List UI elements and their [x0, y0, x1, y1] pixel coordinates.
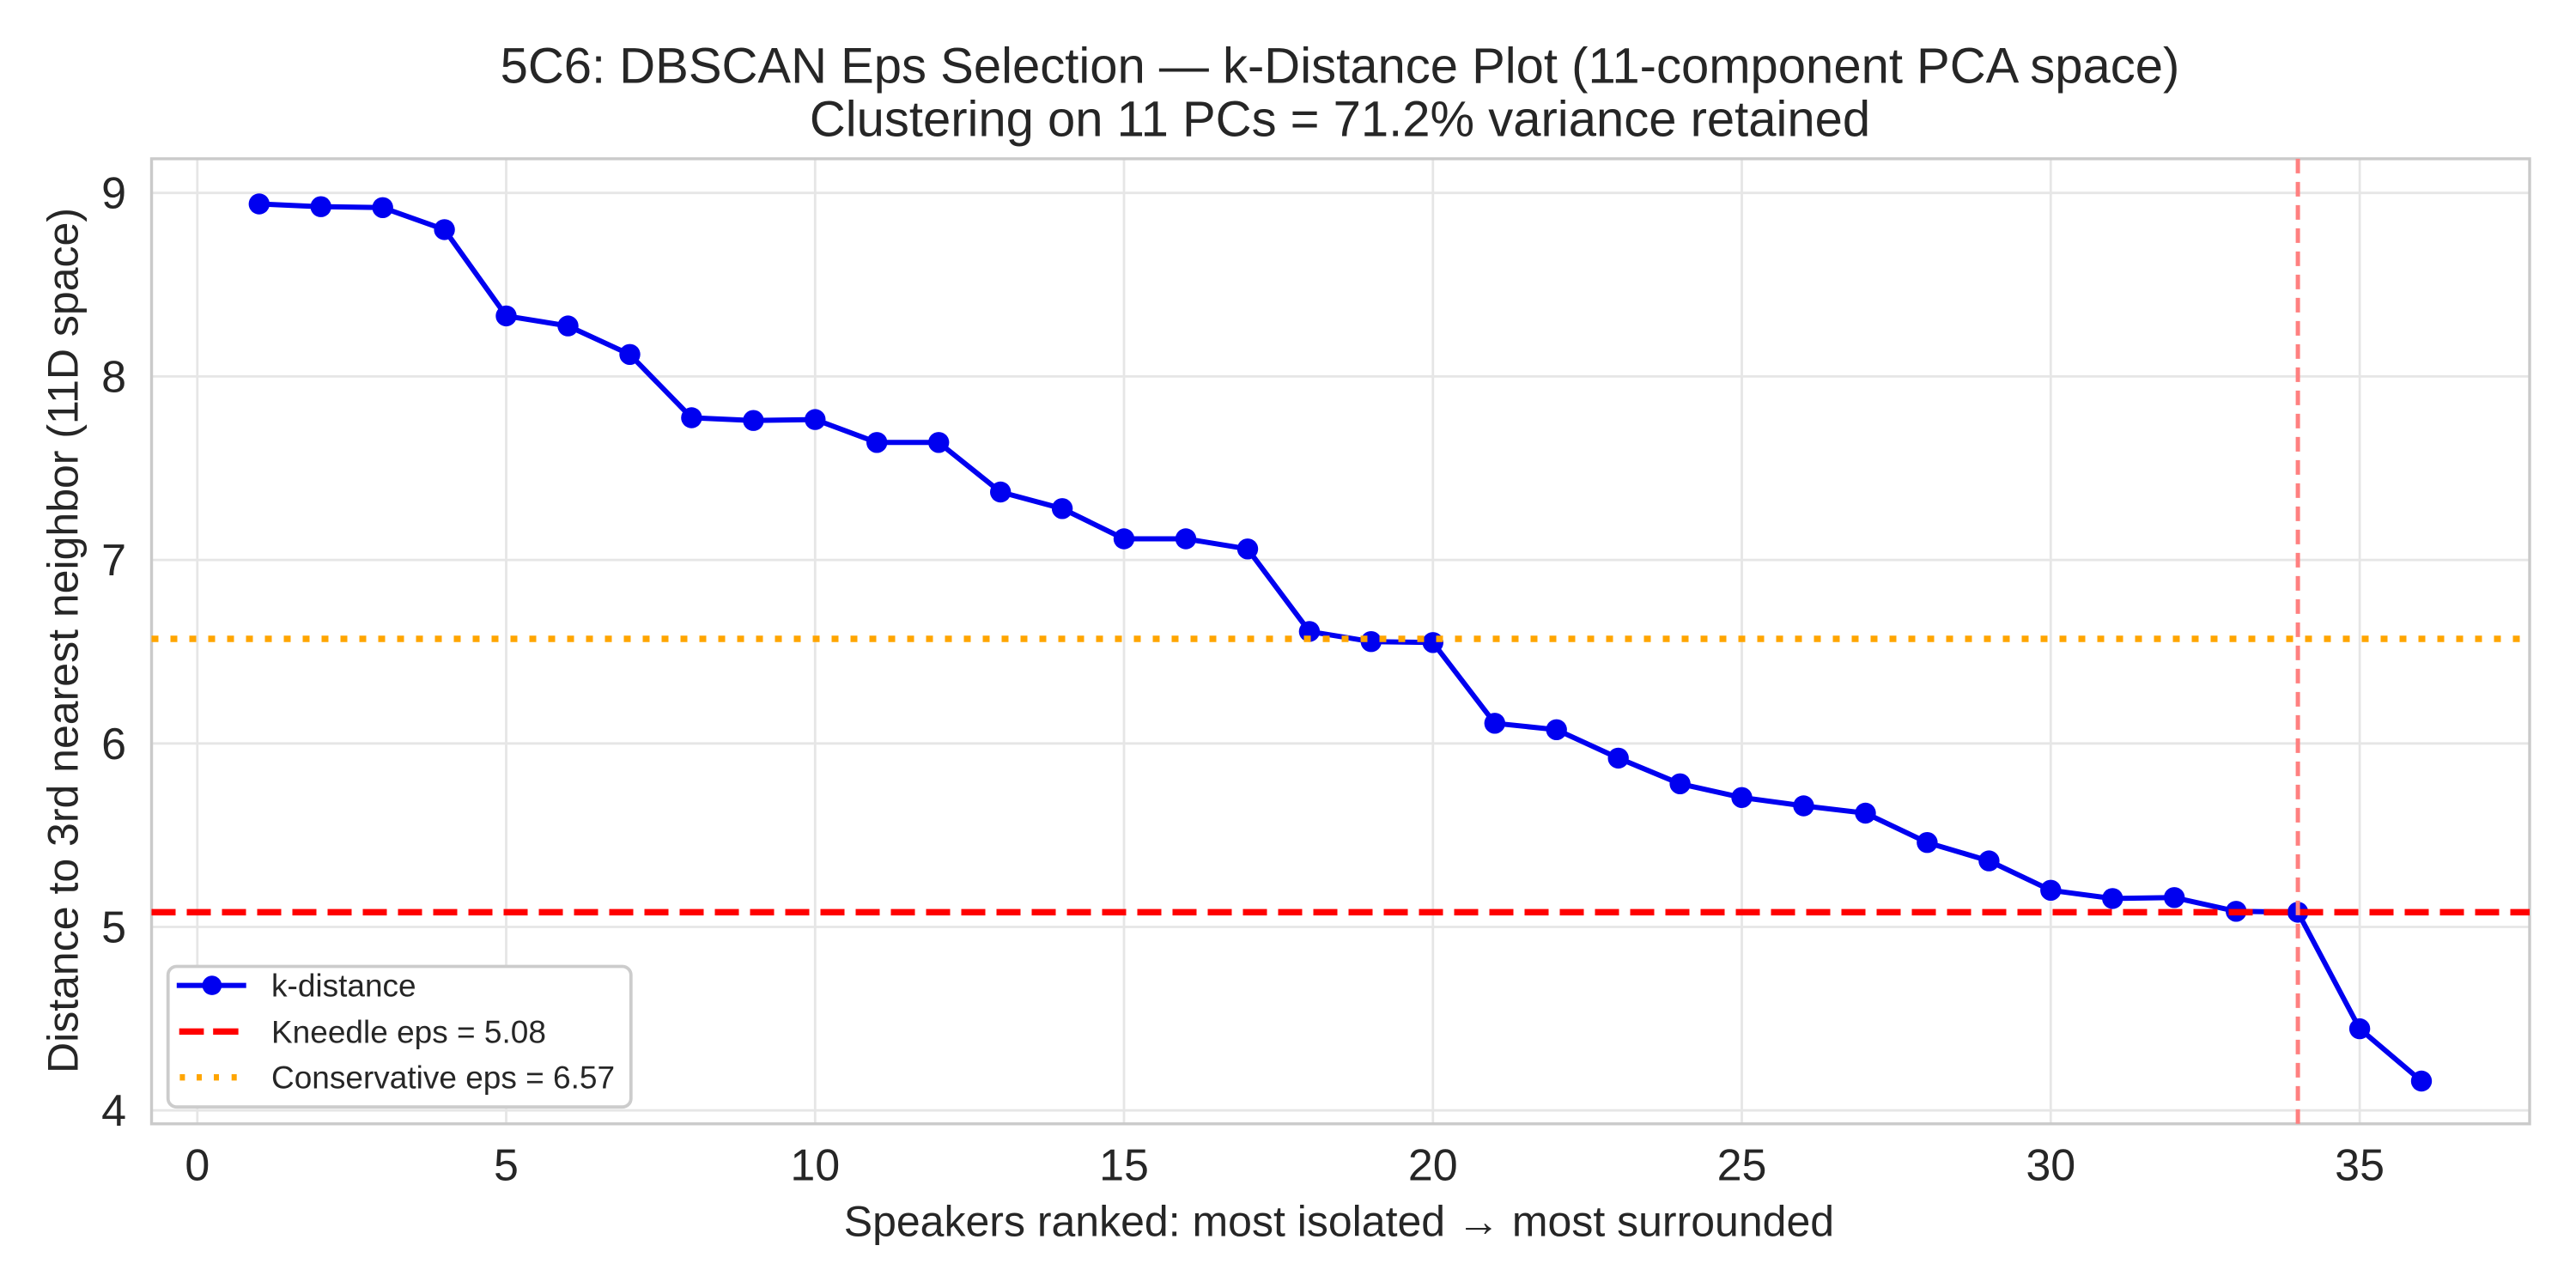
svg-text:5C6: DBSCAN Eps Selection — k-: 5C6: DBSCAN Eps Selection — k-Distance P… — [501, 39, 2180, 94]
svg-text:20: 20 — [1408, 1141, 1458, 1191]
svg-text:7: 7 — [101, 536, 126, 586]
svg-text:6: 6 — [101, 720, 126, 769]
svg-text:k-distance: k-distance — [271, 969, 416, 1004]
svg-text:Kneedle eps = 5.08: Kneedle eps = 5.08 — [271, 1014, 546, 1049]
svg-text:Conservative eps = 6.57: Conservative eps = 6.57 — [271, 1060, 615, 1096]
svg-text:30: 30 — [2026, 1141, 2075, 1191]
svg-text:35: 35 — [2335, 1141, 2385, 1191]
svg-text:Clustering on 11 PCs = 71.2% v: Clustering on 11 PCs = 71.2% variance re… — [810, 92, 1870, 148]
svg-text:25: 25 — [1717, 1141, 1767, 1191]
svg-text:0: 0 — [185, 1141, 210, 1191]
svg-text:15: 15 — [1099, 1141, 1149, 1191]
svg-text:5: 5 — [494, 1141, 519, 1191]
svg-text:Speakers ranked: most isolated: Speakers ranked: most isolated → most su… — [844, 1198, 1834, 1246]
svg-text:5: 5 — [101, 903, 126, 953]
svg-text:9: 9 — [101, 169, 126, 219]
svg-text:4: 4 — [101, 1086, 126, 1136]
svg-text:8: 8 — [101, 352, 126, 402]
svg-text:Distance to 3rd nearest neighb: Distance to 3rd nearest neighbor (11D sp… — [39, 208, 88, 1073]
svg-text:10: 10 — [790, 1141, 840, 1191]
